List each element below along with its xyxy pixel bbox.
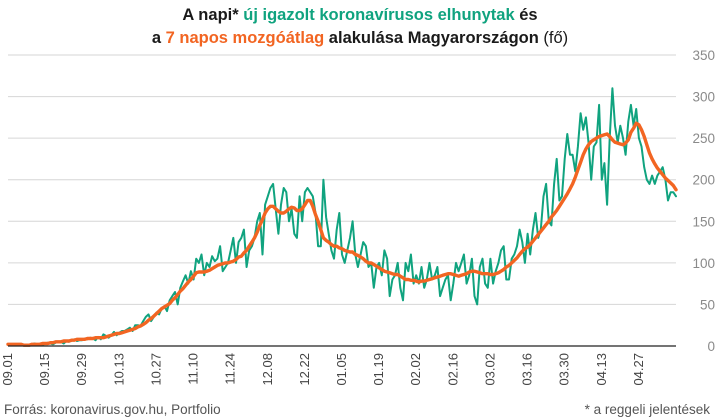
title-line-2-segment-0: a [151,29,166,47]
title-line-1-segment-1: új igazolt koronavírusos elhunytak [243,6,515,24]
series-lines [6,87,678,347]
x-tick-label: 04.27 [631,353,646,386]
y-tick-label: 250 [692,131,715,146]
x-tick-label: 01.05 [334,353,349,386]
y-tick-label: 300 [692,90,715,105]
x-tick-label: 01.19 [371,353,386,386]
daily-deaths-line [7,87,677,347]
x-tick-label: 10.27 [148,353,163,386]
x-axis-tick-labels: 09.01 09.15 09.29 10.13 10.27 11.10 11.24 12.08… [0,353,646,386]
chart-title-line-2: a 7 napos mozgóátlag alakulása Magyarors… [0,29,720,48]
y-tick-label: 100 [692,256,715,271]
x-tick-label: 03.30 [557,353,572,386]
x-tick-label: 02.16 [445,353,460,386]
x-tick-label: 12.08 [260,353,275,386]
x-tick-label: 04.13 [594,353,609,386]
title-line-2-segment-2: alakulása Magyarországon [324,29,544,47]
y-tick-label: 0 [707,339,715,354]
grid-lines [8,54,676,305]
title-line-2-segment-3: (fő) [543,29,569,47]
source-note: Forrás: koronavirus.gov.hu, Portfolio [4,402,221,417]
y-tick-label: 350 [692,48,715,63]
x-tick-label: 12.22 [297,353,312,386]
x-tick-label: 09.01 [0,353,15,386]
y-axis-tick-labels: 0 50 100 150 200 250 300 350 [692,48,715,354]
x-tick-label: 09.29 [74,353,89,386]
title-line-2-segment-1: 7 napos mozgóátlag [165,29,325,47]
title-line-1-segment-2: és [514,6,538,24]
x-tick-label: 10.13 [111,353,126,386]
x-tick-label: 11.24 [223,353,238,385]
moving-average-line [6,121,678,347]
x-tick-label: 09.15 [37,353,52,386]
x-tick-label: 03.16 [520,353,535,386]
title-line-1-segment-0: A napi* [182,6,244,24]
footnote: * a reggeli jelentések [584,402,710,417]
y-tick-label: 150 [692,214,715,229]
y-tick-label: 200 [692,173,715,188]
chart-title-line-1: A napi* új igazolt koronavírusos elhunyt… [0,6,720,25]
x-tick-label: 02.02 [408,353,423,386]
x-tick-label: 11.10 [186,353,201,385]
y-tick-label: 50 [700,297,715,312]
x-tick-label: 03.02 [482,353,497,386]
